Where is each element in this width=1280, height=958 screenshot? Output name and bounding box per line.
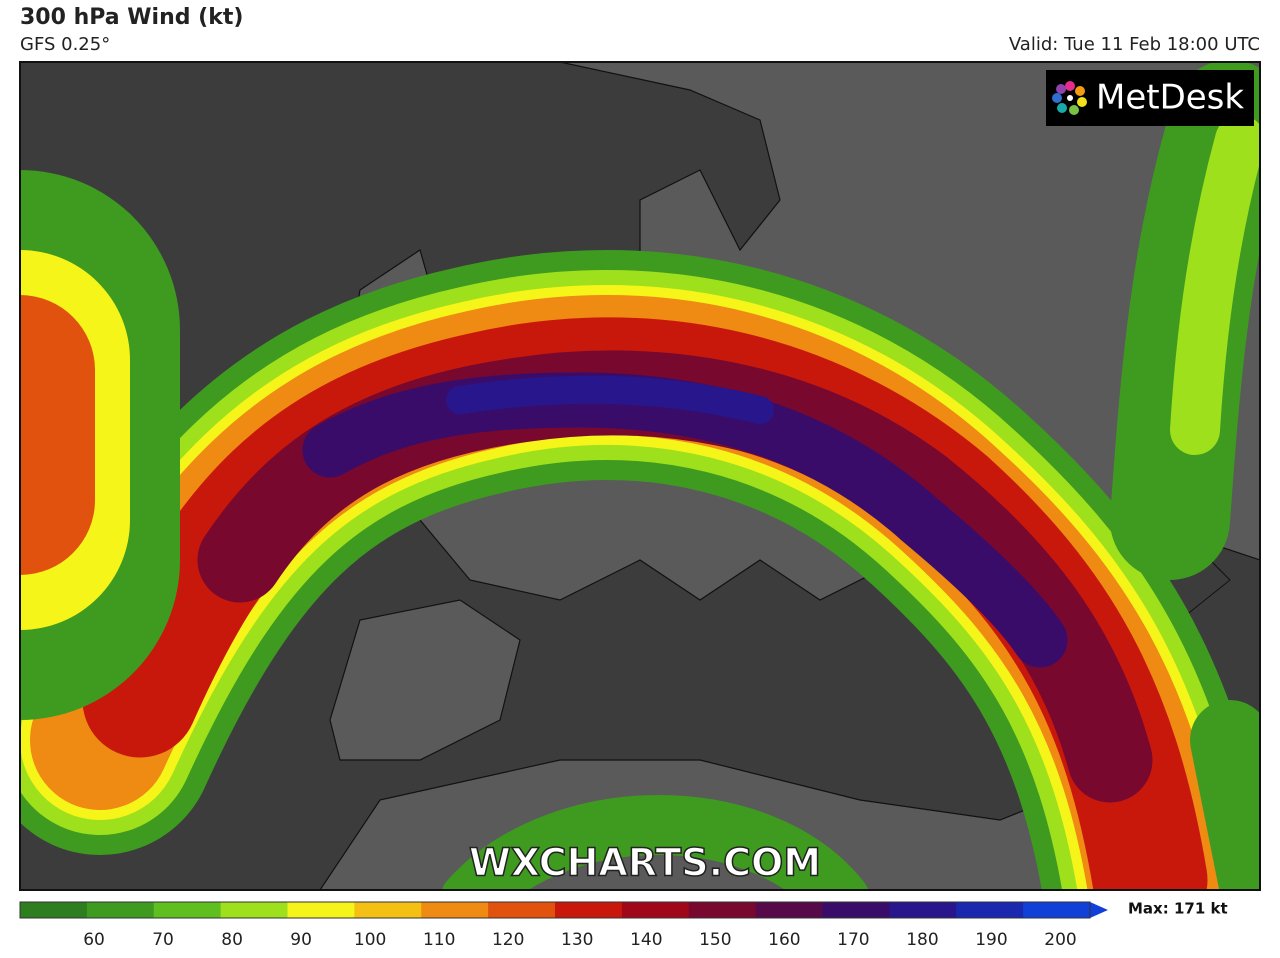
colorbar-segment	[755, 902, 823, 918]
colorbar: 60 70 80 90 100 110 120 130 140 150 160 170 180 190 20…	[19, 901, 1108, 950]
colorbar-segment	[555, 902, 623, 918]
colorbar-tick-label: 150	[699, 930, 731, 950]
colorbar-tick-label: 70	[152, 930, 174, 950]
colorbar-tick-label: 200	[1044, 930, 1076, 950]
colorbar-tick-label: 130	[561, 930, 593, 950]
colorbar-border	[19, 901, 1091, 919]
jet-stream	[20, 62, 1260, 890]
logo-text: MetDesk	[1096, 78, 1244, 118]
map	[19, 61, 1261, 891]
colorbar-segment	[86, 902, 155, 918]
logo: MetDesk	[1046, 70, 1254, 126]
colorbar-tick-label: 160	[768, 930, 800, 950]
colorbar-tick-label: 80	[221, 930, 243, 950]
colorbar-tick-label: 170	[837, 930, 869, 950]
colorbar-tick-label: 190	[975, 930, 1007, 950]
colorbar-segment	[488, 902, 556, 918]
colorbar-segment	[822, 902, 890, 918]
colorbar-segment	[621, 902, 690, 918]
colorbar-segment	[956, 902, 1024, 918]
max-label: Max: 171 kt	[1128, 900, 1228, 918]
colorbar-tick-label: 180	[906, 930, 938, 950]
watermark: WXCHARTS.COM	[469, 841, 821, 885]
colorbar-arrow	[1090, 902, 1108, 918]
valid-time: Valid: Tue 11 Feb 18:00 UTC	[1009, 34, 1260, 55]
colorbar-segment	[889, 902, 957, 918]
colorbar-segment	[1023, 902, 1091, 918]
colorbar-tick-label: 140	[630, 930, 662, 950]
colorbar-segment	[153, 902, 222, 918]
colorbar-tick-label: 60	[83, 930, 105, 950]
colorbar-tick-label: 100	[354, 930, 386, 950]
title: 300 hPa Wind (kt)	[20, 5, 243, 30]
colorbar-segment	[354, 902, 422, 918]
colorbar-tick-label: 110	[423, 930, 455, 950]
colorbar-segment	[220, 902, 288, 918]
colorbar-segment	[20, 902, 88, 918]
colorbar-segment	[287, 902, 355, 918]
colorbar-tick-label: 90	[290, 930, 312, 950]
colorbar-segment	[688, 902, 757, 918]
colorbar-segment	[421, 902, 489, 918]
subtitle: GFS 0.25°	[20, 34, 110, 55]
colorbar-tick-label: 120	[492, 930, 524, 950]
